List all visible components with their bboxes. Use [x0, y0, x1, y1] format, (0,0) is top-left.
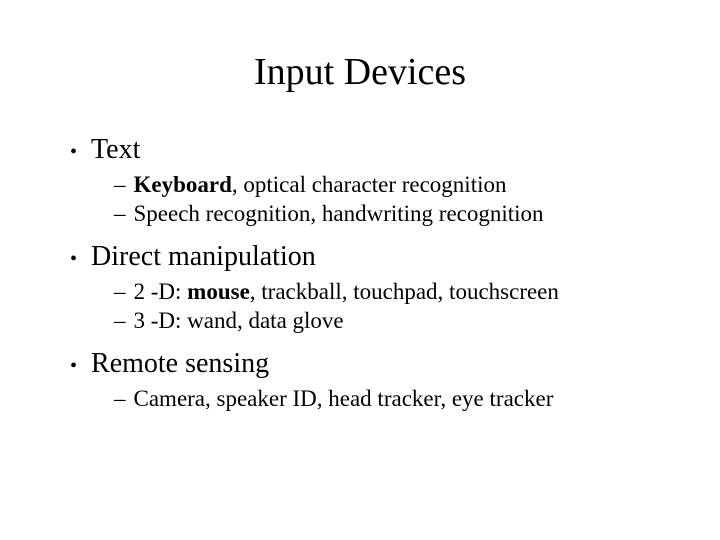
section: • Direct manipulation –2 -D: mouse, trackb… — [60, 241, 660, 334]
section: • Remote sensing –Camera, speaker ID, head… — [60, 348, 660, 412]
bullet-dot-icon: • — [70, 352, 77, 380]
section: • Text –Keyboard, optical character recogn… — [60, 134, 660, 227]
slide-body: •Text–Keyboard, optical character recogn… — [60, 134, 660, 412]
bullet-dash-icon: – — [114, 279, 126, 305]
bullet-l2-text: Speech recognition, handwriting recognit… — [134, 201, 544, 227]
bullet-level-2: –3 -D: wand, data glove — [114, 308, 660, 334]
bullet-level-1: • Remote sensing — [70, 348, 660, 380]
bullet-dash-icon: – — [114, 308, 126, 334]
bullet-dot-icon: • — [70, 245, 77, 273]
bullet-l1-text: Text — [91, 134, 140, 166]
bullet-level-2: –Camera, speaker ID, head tracker, eye t… — [114, 386, 660, 412]
bullet-dash-icon: – — [114, 201, 126, 227]
bullet-l2-text: Camera, speaker ID, head tracker, eye tr… — [134, 386, 554, 412]
bullet-l2-text: 3 -D: wand, data glove — [134, 308, 344, 334]
bullet-level-2: –Keyboard, optical character recognition — [114, 172, 660, 198]
bullet-level-2: –Speech recognition, handwriting recogni… — [114, 201, 660, 227]
bullet-l2-text: Keyboard, optical character recognition — [134, 172, 507, 198]
bullet-dash-icon: – — [114, 386, 126, 412]
bullet-level-2: –2 -D: mouse, trackball, touchpad, touch… — [114, 279, 660, 305]
slide: Input Devices •Text–Keyboard, optical ch… — [0, 0, 720, 540]
bullet-l1-text: Direct manipulation — [91, 241, 316, 273]
bullet-level-1: • Direct manipulation — [70, 241, 660, 273]
bullet-l1-text: Remote sensing — [91, 348, 269, 380]
slide-title: Input Devices — [60, 50, 660, 94]
bullet-dash-icon: – — [114, 172, 126, 198]
bullet-dot-icon: • — [70, 138, 77, 166]
bullet-level-1: • Text — [70, 134, 660, 166]
bullet-l2-text: 2 -D: mouse, trackball, touchpad, touchs… — [134, 279, 559, 305]
